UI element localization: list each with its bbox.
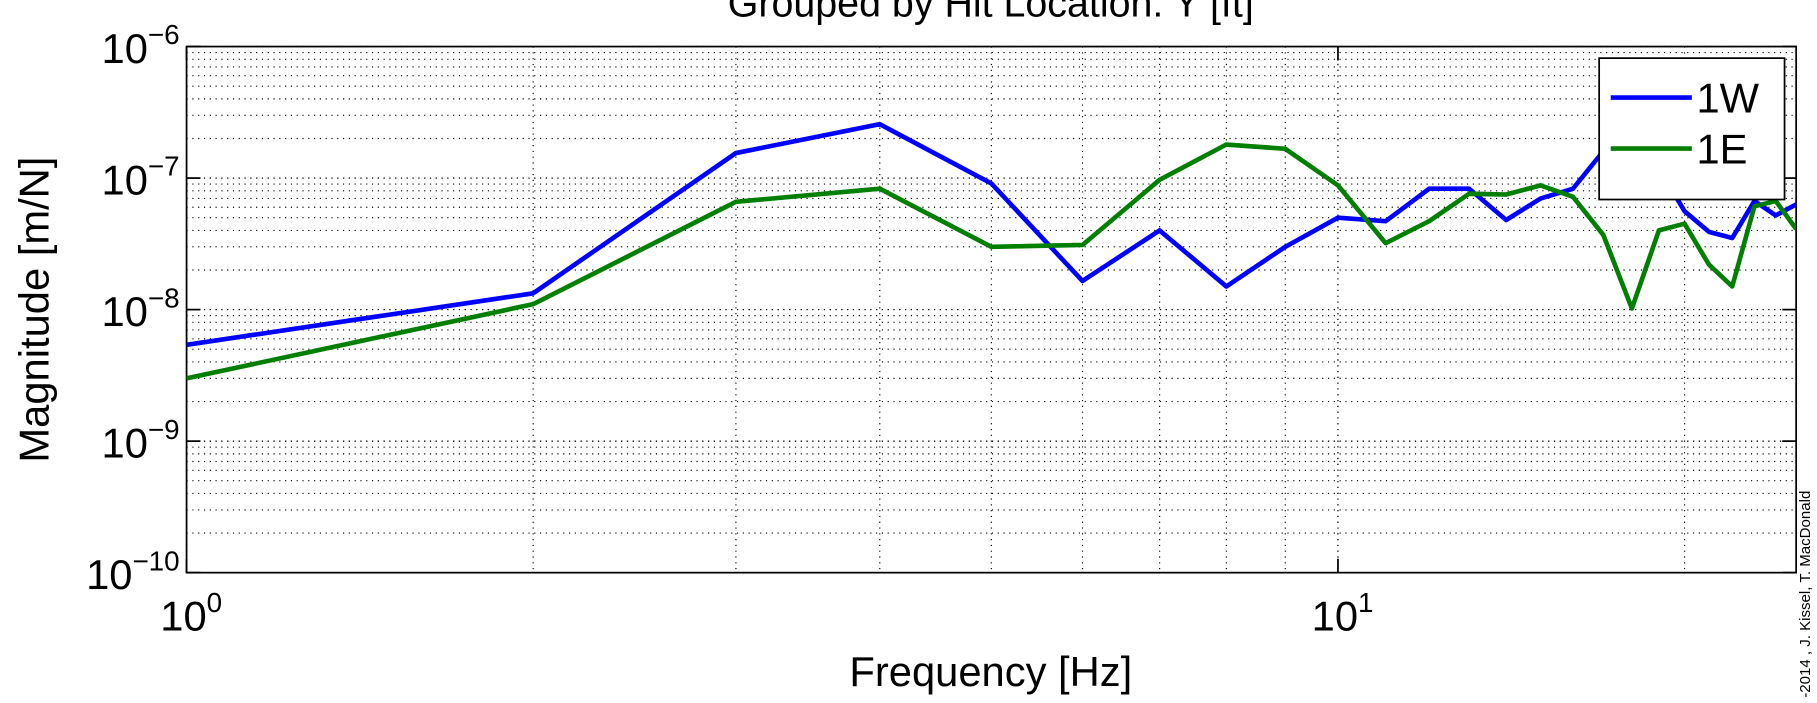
- y-tick-label: 10−6: [102, 19, 180, 72]
- series-line: [186, 121, 1797, 348]
- x-tick-label: 101: [1312, 587, 1374, 640]
- x-tick-label: 100: [160, 587, 222, 640]
- series-line: [186, 142, 1797, 381]
- annotation: -2014 , J. Kissel, T. MacDonald: [1797, 491, 1814, 698]
- y-tick-label: 10−7: [102, 151, 180, 204]
- legend-box: [1598, 57, 1786, 201]
- plot-frame: [185, 45, 1798, 574]
- chart-title: Grouped by Hit Location: Y [ft]: [728, 0, 1254, 25]
- series-group: [186, 121, 1797, 381]
- legend-label: 1E: [1696, 126, 1747, 173]
- y-tick-label: 10−8: [102, 282, 180, 335]
- legend-label: 1W: [1696, 75, 1759, 122]
- y-tick-label: 10−10: [86, 545, 180, 598]
- y-axis-label: Magnitude [m/N]: [11, 157, 58, 463]
- y-tick-label: 10−9: [102, 414, 180, 467]
- x-axis-label: Frequency [Hz]: [849, 648, 1132, 695]
